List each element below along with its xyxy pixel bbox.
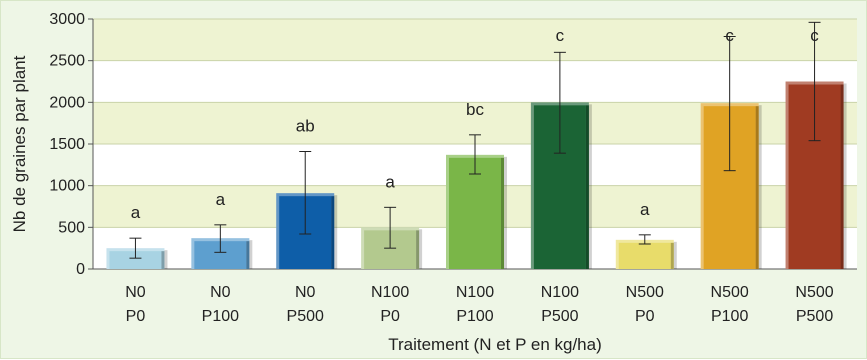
bar-edge — [331, 196, 335, 269]
x-tick-label: N100 — [371, 284, 409, 301]
significance-label: c — [556, 26, 565, 45]
y-tick-label: 0 — [76, 261, 85, 278]
x-tick-label: P100 — [456, 308, 493, 325]
y-tick-label: 1500 — [49, 136, 85, 153]
y-axis-title: Nb de graines par plant — [10, 55, 29, 232]
significance-label: a — [385, 172, 395, 191]
bar-edge — [416, 230, 420, 269]
bar-edge — [161, 251, 165, 269]
bar-face — [449, 157, 501, 269]
y-tick-label: 1000 — [49, 178, 85, 195]
x-tick-label: P100 — [711, 308, 748, 325]
y-tick-label: 2500 — [49, 53, 85, 70]
x-axis-title: Traitement (N et P en kg/ha) — [388, 335, 602, 354]
bar-face — [618, 242, 671, 269]
x-tick-label: P0 — [635, 308, 655, 325]
bar-edge — [585, 105, 589, 269]
bar-edge — [670, 242, 674, 269]
grid-band — [93, 19, 857, 61]
x-tick-label: N500 — [711, 284, 749, 301]
y-tick-label: 3000 — [49, 11, 85, 28]
significance-label: bc — [466, 100, 484, 119]
x-tick-label: P500 — [541, 308, 578, 325]
bar-edge — [840, 84, 844, 269]
x-tick-label: P0 — [380, 308, 400, 325]
x-tick-label: N500 — [626, 284, 664, 301]
x-tick-label: N100 — [456, 284, 494, 301]
significance-label: a — [216, 190, 226, 209]
bar-edge — [501, 157, 504, 269]
x-tick-label: N100 — [541, 284, 579, 301]
x-tick-label: N500 — [795, 284, 833, 301]
x-tick-label: P500 — [287, 308, 324, 325]
x-tick-label: N0 — [295, 284, 316, 301]
significance-label: ab — [296, 117, 315, 136]
bar-edge — [755, 106, 759, 270]
significance-label: c — [810, 26, 819, 45]
significance-label: a — [131, 203, 141, 222]
x-tick-label: P0 — [126, 308, 146, 325]
x-tick-label: P500 — [796, 308, 833, 325]
bar-edge — [246, 241, 250, 269]
significance-label: c — [725, 26, 734, 45]
y-tick-label: 500 — [58, 219, 85, 236]
x-tick-label: N0 — [210, 284, 231, 301]
x-tick-label: P100 — [202, 308, 239, 325]
y-tick-label: 2000 — [49, 94, 85, 111]
significance-label: a — [640, 200, 650, 219]
x-tick-label: N0 — [125, 284, 146, 301]
bar-face — [109, 251, 162, 269]
